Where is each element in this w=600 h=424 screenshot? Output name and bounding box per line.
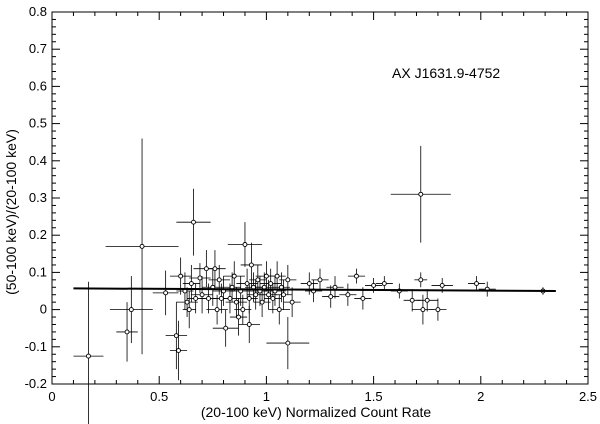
error-bars: [73, 138, 550, 424]
data-point: [206, 295, 211, 301]
data-point: [246, 322, 252, 327]
data-point: [435, 307, 441, 313]
data-point: [236, 314, 241, 320]
data-point: [246, 295, 252, 301]
data-point: [253, 292, 259, 298]
data-point: [240, 307, 246, 313]
data-point: [214, 307, 220, 313]
data-point: [274, 273, 280, 279]
y-axis-ticks: -0.2 -0.1 0 0.1 0.2 0.3 0.4 0.5 0.6 0.7 0.8: [25, 4, 588, 391]
data-point: [163, 290, 169, 296]
x-tick-label: 1: [263, 389, 270, 404]
y-tick-label: 0.7: [29, 41, 47, 56]
data-point: [191, 219, 196, 225]
data-point: [197, 275, 203, 281]
data-points: [85, 191, 546, 359]
data-point: [128, 307, 134, 313]
data-point: [199, 292, 205, 298]
data-point: [268, 281, 274, 287]
x-tick-label: 2: [477, 389, 484, 404]
data-point: [248, 262, 254, 268]
data-point: [306, 281, 312, 287]
data-point: [184, 299, 190, 305]
data-point: [233, 299, 239, 305]
data-point: [439, 282, 445, 288]
data-point: [424, 297, 430, 303]
data-point: [276, 307, 282, 313]
fit-line-group: [73, 287, 556, 292]
y-tick-label: 0.8: [29, 4, 47, 19]
data-point: [178, 273, 184, 279]
y-tick-label: 0.2: [29, 227, 47, 242]
data-point: [218, 295, 224, 301]
data-point: [409, 297, 415, 303]
data-point: [285, 277, 291, 283]
data-point: [360, 295, 366, 301]
x-axis-ticks: 0 0.5 1 1.5 2 2.5: [48, 12, 597, 404]
y-tick-label: 0.3: [29, 190, 47, 205]
data-point: [223, 325, 229, 331]
data-point: [420, 307, 426, 313]
data-point: [255, 277, 261, 283]
source-annotation: AX J1631.9-4752: [392, 65, 500, 81]
data-point: [259, 299, 265, 305]
y-tick-label: 0: [40, 302, 47, 317]
data-point: [289, 299, 295, 305]
data-point: [188, 281, 194, 287]
x-tick-label: 1.5: [365, 389, 383, 404]
data-point: [139, 243, 145, 249]
data-point: [244, 281, 250, 287]
data-point: [332, 284, 338, 290]
y-tick-label: 0.5: [29, 116, 47, 131]
plot-frame: [51, 11, 589, 385]
data-point: [381, 281, 387, 287]
data-point: [345, 292, 351, 298]
y-tick-label: 0.4: [29, 153, 47, 168]
x-tick-label: 2.5: [579, 389, 597, 404]
data-point: [263, 273, 269, 279]
data-point: [285, 340, 291, 346]
y-tick-label: -0.1: [25, 339, 47, 354]
data-point: [124, 329, 130, 335]
data-point: [328, 294, 334, 300]
data-point: [371, 282, 377, 288]
data-point: [216, 277, 222, 283]
data-point: [173, 333, 179, 339]
data-point: [281, 292, 287, 298]
data-point: [353, 273, 359, 279]
x-axis-label: (20-100 keV) Normalized Count Rate: [201, 404, 432, 420]
data-point: [85, 353, 91, 359]
x-tick-label: 0: [48, 389, 55, 404]
y-tick-label: 0.6: [29, 78, 47, 93]
y-tick-label: -0.2: [25, 376, 47, 391]
y-tick-label: 0.1: [29, 264, 47, 279]
data-point: [176, 348, 181, 353]
data-point: [231, 273, 237, 279]
data-point: [266, 292, 271, 298]
data-point: [203, 266, 209, 272]
data-point: [186, 307, 192, 313]
data-point: [317, 277, 323, 283]
data-point: [242, 242, 248, 247]
x-tick-label: 0.5: [150, 389, 168, 404]
data-point: [212, 266, 218, 272]
fit-line: [73, 287, 556, 292]
data-point: [474, 281, 479, 287]
data-point: [418, 277, 424, 283]
data-point: [193, 295, 199, 301]
plot-border: [51, 11, 589, 385]
data-point: [418, 191, 424, 197]
data-point: [227, 295, 233, 301]
y-axis-label: (50-100 keV)/(20-100 keV): [3, 129, 19, 295]
data-point: [270, 295, 276, 301]
